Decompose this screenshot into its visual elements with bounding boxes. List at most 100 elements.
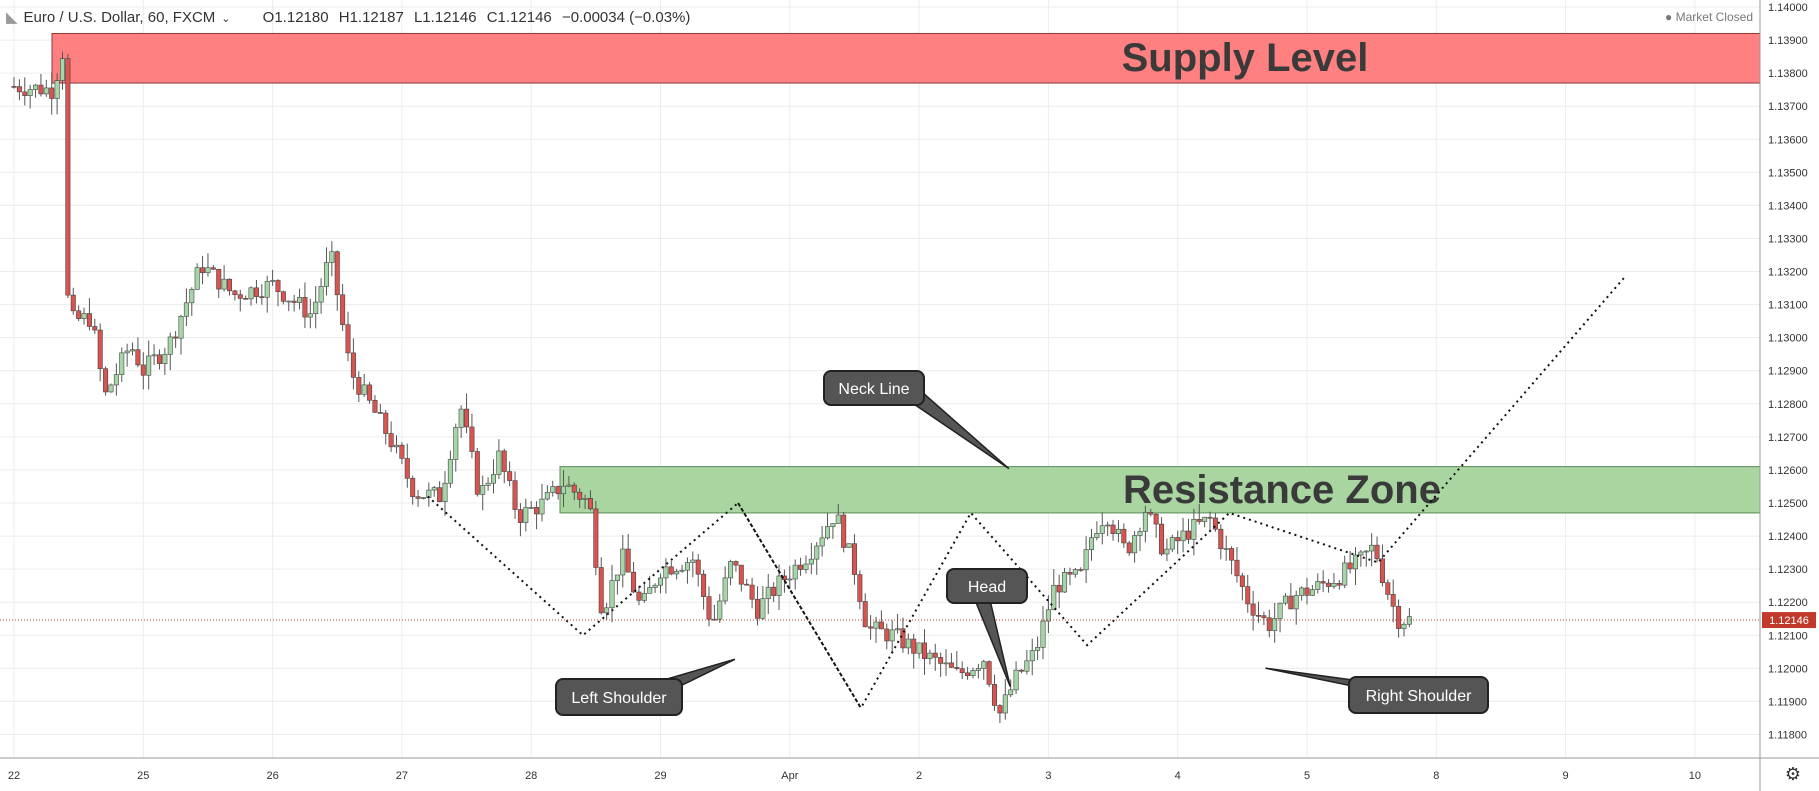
candle-body <box>975 668 981 671</box>
candle-body <box>523 507 529 523</box>
candle-body <box>130 349 136 352</box>
candle-body <box>1002 694 1008 714</box>
candle-body <box>873 621 879 629</box>
candle-body <box>334 251 340 296</box>
candle-body <box>663 566 669 579</box>
candle-body <box>146 355 152 376</box>
candle-body <box>1153 513 1159 525</box>
candle-body <box>259 296 265 298</box>
candle-body <box>76 310 82 320</box>
candle-body <box>544 492 550 500</box>
candle-body <box>345 324 351 354</box>
candle-body <box>555 486 561 495</box>
right-shoulder-callout-text: Right Shoulder <box>1366 688 1473 705</box>
candle-body <box>561 485 567 495</box>
x-tick-label: 29 <box>654 770 666 782</box>
candle-body <box>1352 554 1358 570</box>
candle-body <box>1115 528 1121 534</box>
candle-body <box>1196 518 1202 522</box>
candle-body <box>178 316 184 339</box>
candle-body <box>1202 516 1208 522</box>
x-tick-label: 25 <box>137 770 149 782</box>
candle-body <box>1094 533 1100 539</box>
candle-body <box>965 672 971 677</box>
candle-body <box>921 642 927 659</box>
candle-body <box>614 574 620 581</box>
candle-body <box>728 561 734 579</box>
candle-body <box>81 313 87 320</box>
candle-body <box>297 297 303 303</box>
candle-body <box>388 433 394 448</box>
candle-body <box>404 458 410 479</box>
candle-body <box>1342 562 1348 586</box>
candle-body <box>1369 544 1375 552</box>
candle-body <box>771 586 777 596</box>
x-tick-label: 2 <box>916 770 922 782</box>
candle-body <box>900 628 906 649</box>
candle-body <box>550 486 556 493</box>
x-tick-label: 28 <box>525 770 537 782</box>
callouts-layer: Neck Line Head Left Shoulder Right Shoulder <box>555 370 1489 716</box>
candle-body <box>237 294 243 299</box>
candle-body <box>1148 512 1154 515</box>
candle-body <box>943 662 949 665</box>
candle-body <box>377 412 383 414</box>
candle-body <box>1029 650 1035 662</box>
candle-body <box>103 368 109 393</box>
candle-body <box>1159 523 1165 555</box>
candle-body <box>1008 689 1014 696</box>
y-tick-label: 1.12700 <box>1768 432 1808 444</box>
candle-body <box>577 491 583 500</box>
candle-body <box>1239 575 1245 587</box>
candle-body <box>690 559 696 563</box>
candle-body <box>695 559 701 575</box>
y-tick-label: 1.13800 <box>1768 68 1808 80</box>
y-tick-label: 1.12900 <box>1768 366 1808 378</box>
candle-body <box>895 628 901 631</box>
candle-body <box>394 444 400 448</box>
candle-body <box>889 629 895 642</box>
candle-body <box>350 352 356 378</box>
candle-body <box>744 583 750 586</box>
candle-body <box>431 487 437 491</box>
zones-layer: Supply Level Resistance Zone <box>51 32 1761 514</box>
candle-body <box>1396 606 1402 629</box>
y-tick-label: 1.12000 <box>1768 663 1808 675</box>
candle-body <box>1315 581 1321 590</box>
ohlc-close: C1.12146 <box>486 9 552 26</box>
candle-body <box>625 548 631 573</box>
settings-gear-icon[interactable]: ⚙ <box>1784 764 1801 784</box>
candle-body <box>1175 537 1181 542</box>
candle-body <box>253 287 259 297</box>
candle-body <box>1083 549 1089 571</box>
candle-body <box>210 267 216 270</box>
candle-body <box>776 575 782 596</box>
chevron-down-icon[interactable]: ⌄ <box>221 13 231 25</box>
candle-body <box>970 670 976 677</box>
candle-body <box>33 84 39 90</box>
candle-body <box>490 474 496 484</box>
neck-line-callout-box <box>823 370 925 406</box>
candle-body <box>1212 517 1218 530</box>
candle-body <box>313 301 319 315</box>
y-tick-label: 1.12500 <box>1768 498 1808 510</box>
candles-layer <box>11 51 1412 723</box>
candle-body <box>539 498 545 515</box>
y-tick-label: 1.13100 <box>1768 300 1808 312</box>
candle-body <box>884 628 890 642</box>
y-tick-label: 1.13200 <box>1768 267 1808 279</box>
candle-body <box>216 268 222 290</box>
candle-body <box>706 596 712 620</box>
y-tick-label: 1.12600 <box>1768 465 1808 477</box>
candle-body <box>22 91 28 96</box>
candle-body <box>905 638 911 649</box>
candle-body <box>291 300 297 303</box>
candle-body <box>1309 589 1315 596</box>
candle-body <box>534 507 540 515</box>
candle-body <box>65 58 71 296</box>
candle-body <box>631 571 637 593</box>
symbol-title[interactable]: Euro / U.S. Dollar, 60, FXCM <box>23 9 216 26</box>
candle-body <box>754 598 760 619</box>
